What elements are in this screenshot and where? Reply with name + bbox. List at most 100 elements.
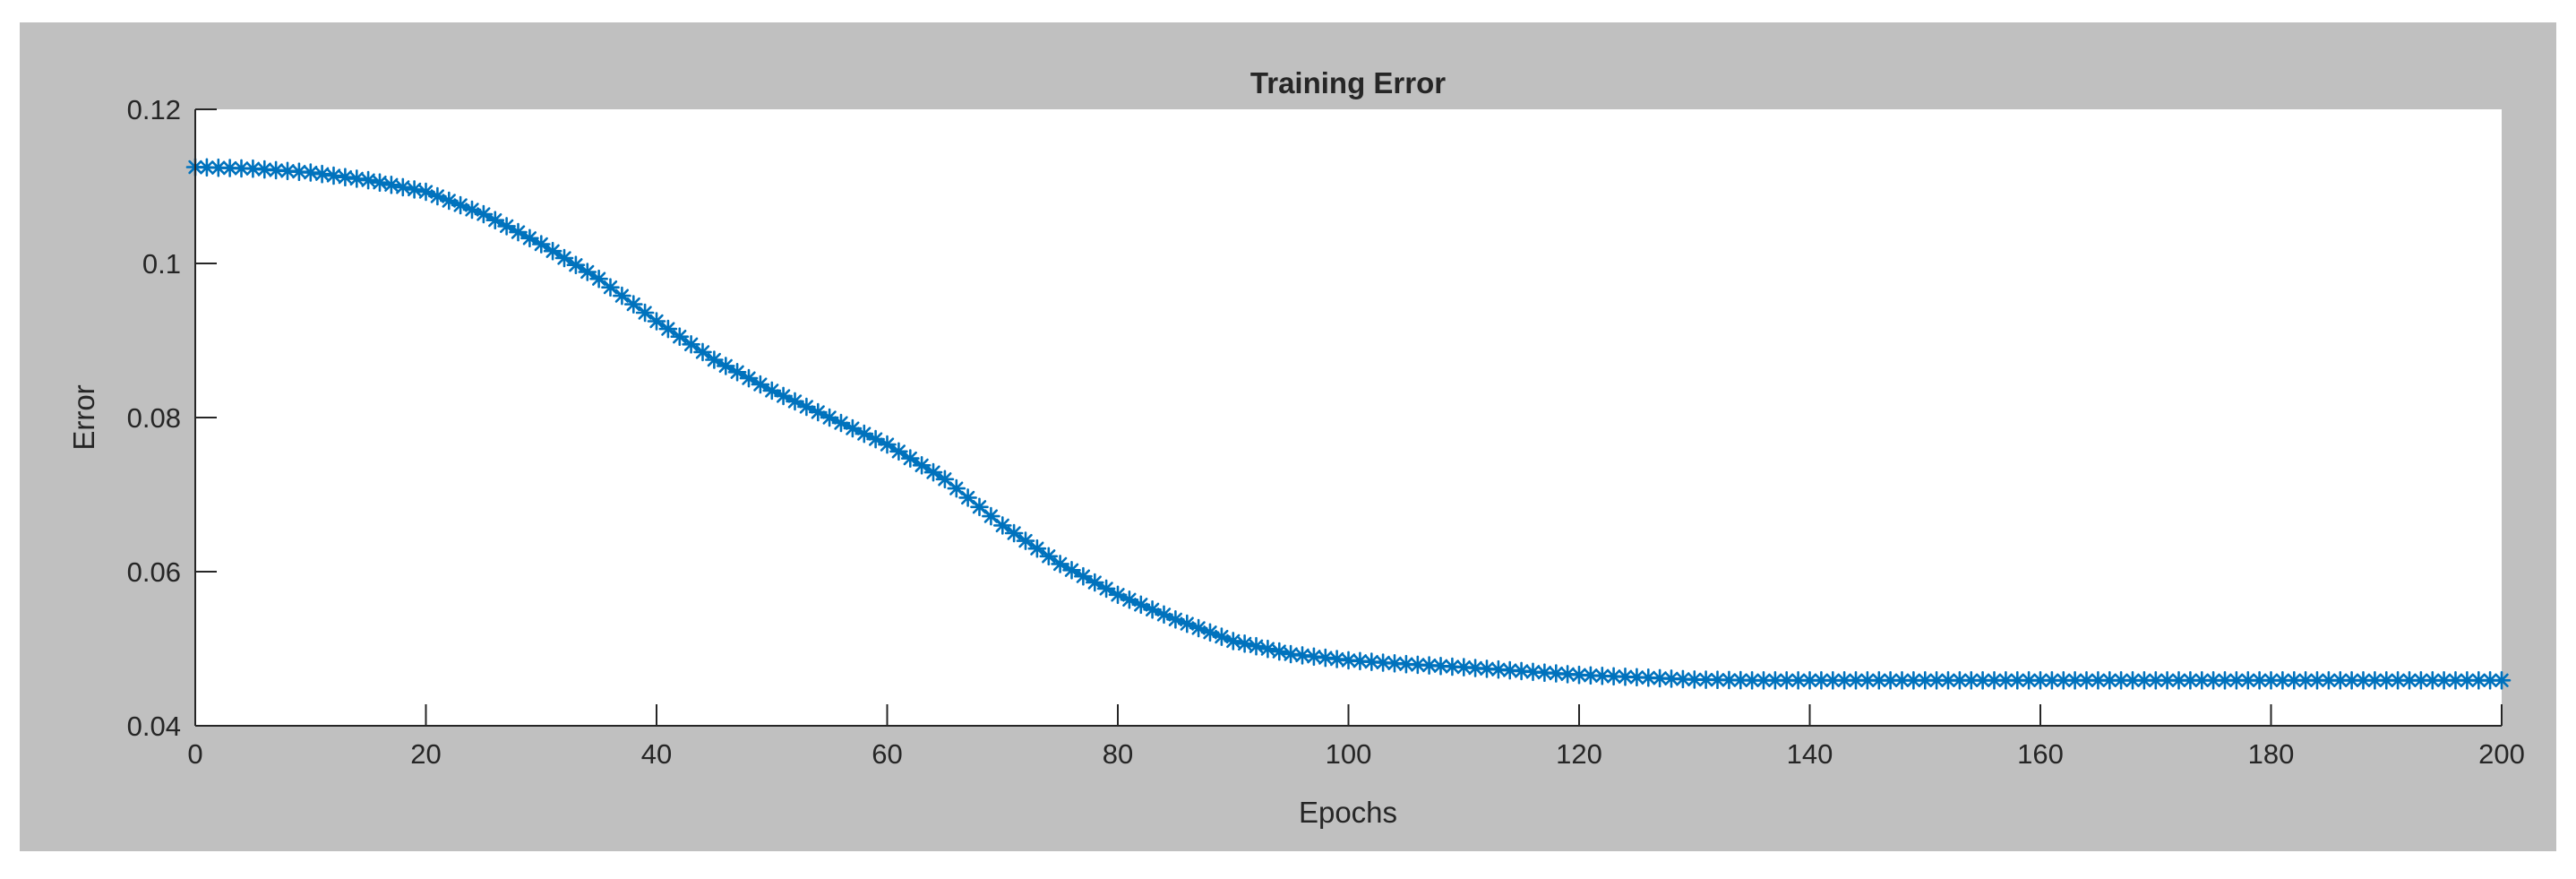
data-point-marker [1950, 671, 1970, 690]
data-point-marker [1916, 671, 1935, 690]
data-point-marker [1650, 668, 1670, 688]
data-point-marker [1120, 590, 1139, 609]
data-point-marker [1927, 671, 1946, 690]
data-point-marker [451, 195, 470, 215]
data-point-marker [1189, 618, 1208, 638]
data-point-marker [1281, 644, 1301, 664]
data-point-marker [1708, 670, 1727, 689]
data-point-marker [601, 278, 620, 297]
data-point-marker [1131, 595, 1151, 615]
data-point-marker [1016, 531, 1035, 550]
data-point-marker [1096, 579, 1116, 599]
data-point-marker [1455, 658, 1473, 676]
data-point-marker [2077, 671, 2096, 690]
data-point-marker [566, 255, 586, 274]
data-point-marker [2354, 671, 2373, 690]
data-point-marker [2366, 671, 2384, 690]
data-point-marker [624, 295, 643, 314]
data-point-marker [1362, 652, 1381, 671]
data-point-marker [1558, 665, 1577, 684]
data-point-marker [589, 269, 608, 289]
data-point-marker [1247, 636, 1266, 656]
data-point-marker [428, 186, 447, 206]
data-point-marker [289, 162, 309, 181]
data-point-marker [1086, 573, 1104, 592]
data-point-marker [1881, 671, 1900, 690]
data-point-marker [982, 506, 1000, 526]
data-point-marker [1465, 659, 1485, 677]
data-point-marker [1051, 555, 1069, 573]
data-point-marker [1396, 654, 1416, 674]
axes: 0 20 40 60 80 100 120 140 160 180 200 0.04 0.06 0.08 0… [127, 94, 2525, 770]
x-tick-label: 100 [1326, 738, 1372, 770]
data-point-marker [474, 204, 494, 224]
data-point-marker [278, 161, 297, 181]
data-point-marker [313, 164, 331, 184]
data-point-marker [705, 350, 724, 369]
data-point-marker [1108, 585, 1128, 605]
data-point-marker [1731, 670, 1750, 690]
data-point-marker [2089, 671, 2108, 690]
data-point-marker [1166, 610, 1185, 629]
data-point-marker [2203, 671, 2223, 690]
data-point-marker [554, 248, 574, 268]
data-point-marker [1074, 566, 1093, 586]
data-point-marker [2008, 671, 2027, 690]
data-point-marker [2273, 671, 2292, 690]
data-point-marker [1569, 665, 1589, 685]
data-point-marker [416, 182, 435, 202]
data-point-marker [2285, 671, 2304, 690]
data-point-marker [197, 158, 217, 177]
data-point-marker [1893, 671, 1911, 690]
data-point-marker [485, 211, 505, 229]
data-point-marker [2342, 671, 2361, 690]
data-point-marker [682, 335, 700, 354]
data-point-marker [1742, 671, 1762, 690]
data-point-marker [889, 442, 908, 461]
x-tick-label: 160 [2017, 738, 2064, 770]
data-point-marker [1062, 561, 1081, 580]
data-point-marker [1858, 671, 1877, 690]
data-point-marker [2134, 671, 2154, 690]
data-point-marker [1027, 539, 1047, 558]
data-point-marker [2100, 671, 2119, 690]
data-point-marker [1477, 659, 1497, 678]
data-point-marker [2400, 671, 2419, 690]
data-point-marker [336, 168, 355, 186]
x-tick-label: 140 [1787, 738, 1833, 770]
y-tick-label: 0.08 [127, 402, 181, 434]
data-point-marker [751, 375, 770, 394]
data-point-marker [947, 478, 966, 498]
data-point-marker [1973, 671, 1992, 690]
data-point-marker [854, 424, 874, 444]
data-point-marker [2307, 671, 2327, 690]
data-point-marker [497, 217, 516, 236]
data-point-marker [762, 381, 782, 401]
data-point-marker [1777, 671, 1796, 690]
data-point-marker [2458, 671, 2477, 690]
data-point-marker [255, 159, 274, 179]
data-point-marker [1373, 653, 1393, 672]
data-point-marker [358, 170, 378, 190]
data-point-marker [532, 235, 551, 254]
data-point-marker [1385, 654, 1404, 673]
data-point-marker [2215, 671, 2235, 690]
data-point-marker [1143, 600, 1162, 619]
data-point-marker [993, 516, 1012, 535]
y-tick-label: 0.04 [127, 711, 181, 742]
data-point-marker [2181, 671, 2200, 690]
data-point-marker [209, 158, 228, 177]
data-point-marker [1800, 671, 1819, 690]
data-point-marker [1581, 666, 1601, 685]
data-point-marker [970, 497, 989, 517]
data-point-marker [405, 180, 424, 199]
data-point-marker [809, 402, 828, 422]
data-point-marker [2296, 671, 2315, 690]
data-point-marker [2042, 671, 2062, 690]
data-point-marker [901, 449, 920, 468]
data-point-marker [912, 456, 932, 475]
data-point-marker [2411, 671, 2431, 690]
data-point-marker [866, 429, 885, 449]
data-point-marker [2492, 671, 2512, 690]
data-point-marker [1178, 614, 1197, 633]
